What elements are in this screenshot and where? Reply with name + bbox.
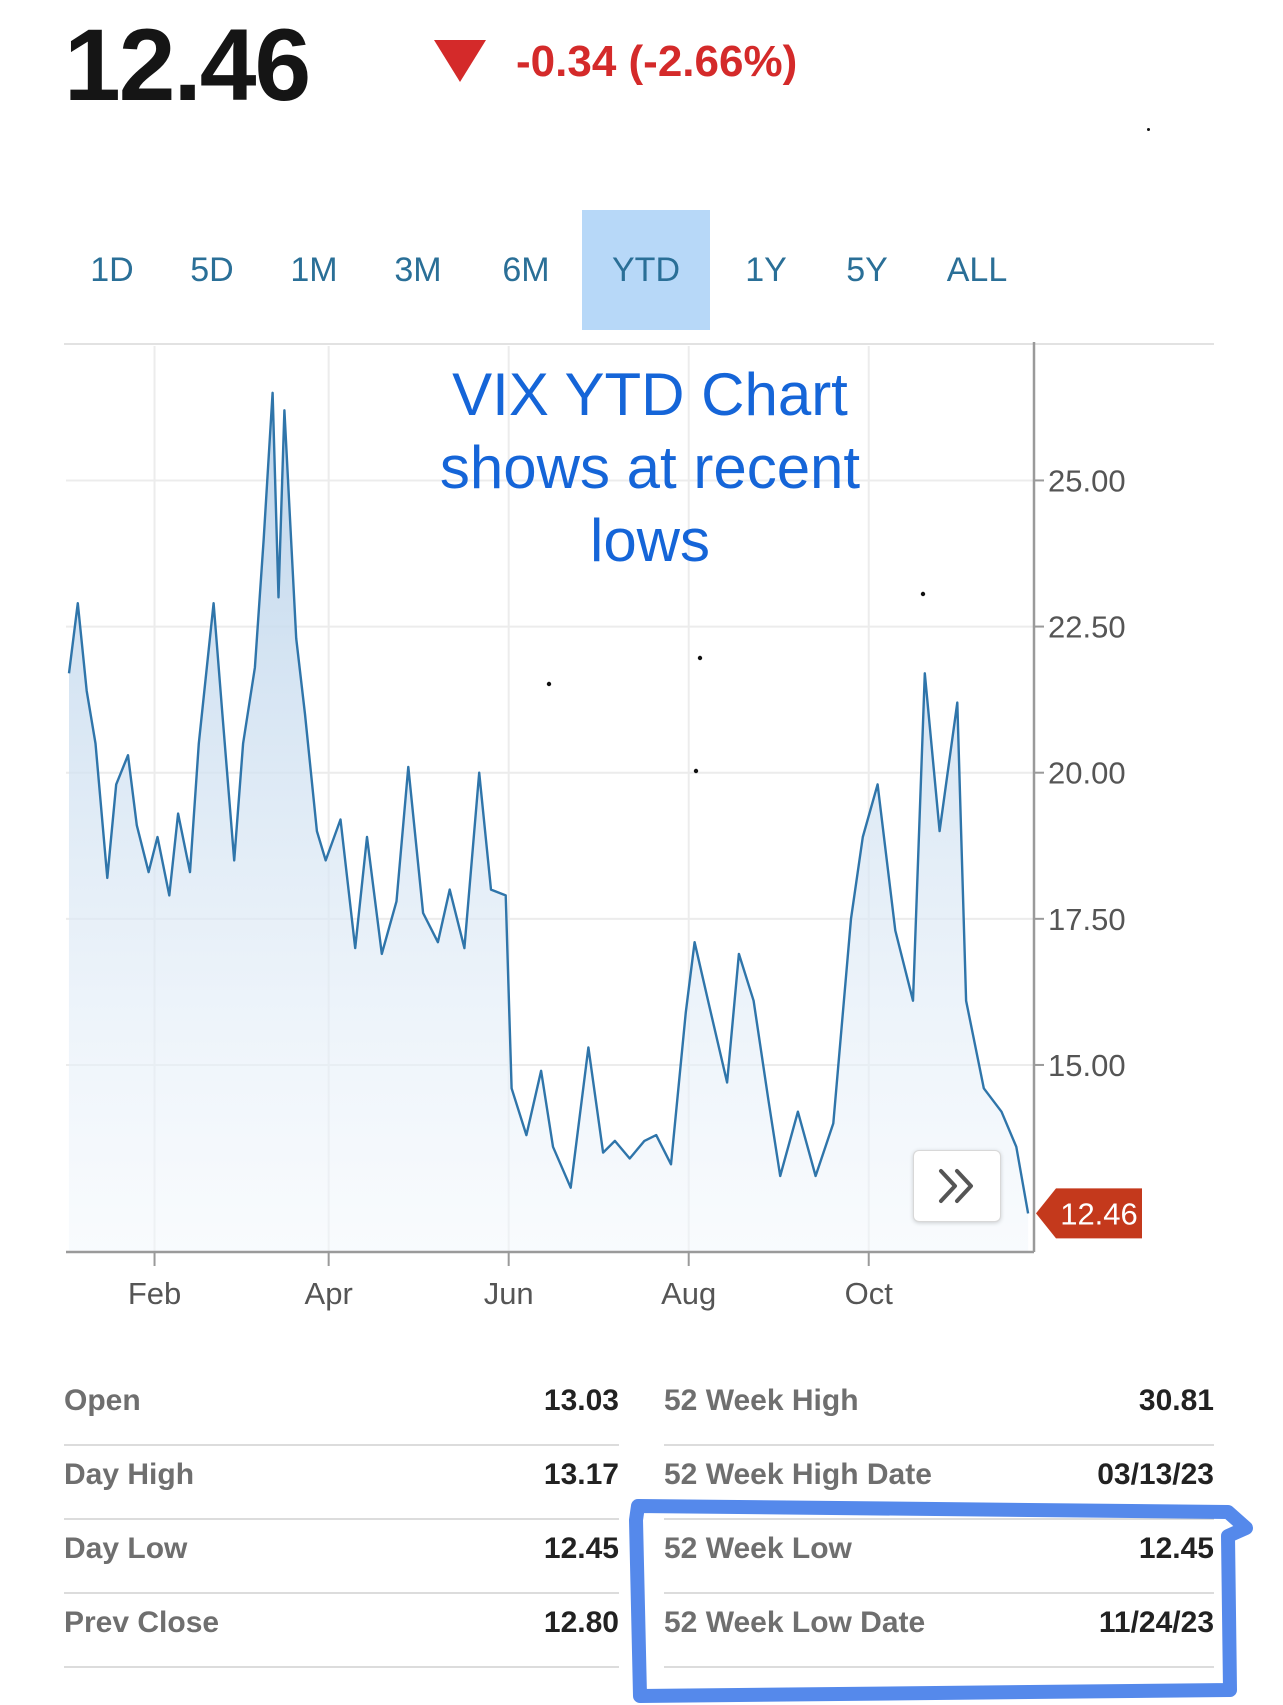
range-tabs: 1D 5D 1M 3M 6M YTD 1Y 5Y ALL <box>64 210 1214 330</box>
tab-1m[interactable]: 1M <box>290 251 338 289</box>
chart-axes <box>66 342 1044 1266</box>
stray-dot <box>1147 128 1150 131</box>
y-tick-label: 15.00 <box>1048 1048 1126 1083</box>
stray-dot <box>697 655 703 661</box>
series-line <box>67 391 1030 1214</box>
triangle-down-icon <box>434 40 486 82</box>
stat-row-52-week-low-date: 52 Week Low Date 11/24/23 <box>664 1592 1214 1668</box>
x-tick-label: Aug <box>661 1276 716 1311</box>
tick-labels: 15.00 17.50 20.00 22.50 25.00 Feb Apr Jun Aug Oct <box>128 463 1126 1311</box>
tab-5d[interactable]: 5D <box>190 251 234 289</box>
stat-value: 03/13/23 <box>1097 1458 1214 1491</box>
stat-value: 12.45 <box>543 1532 619 1565</box>
x-tick-label: Jun <box>484 1276 534 1311</box>
stat-label: 52 Week Low Date <box>664 1606 926 1639</box>
tab-1d[interactable]: 1D <box>90 251 134 289</box>
y-tick-label: 22.50 <box>1048 610 1126 645</box>
annotation-line: VIX YTD Chart <box>452 361 848 428</box>
stat-value: 12.80 <box>543 1606 619 1639</box>
quote-header: 12.46 -0.34 (-2.66%) <box>64 10 1214 120</box>
stray-dot <box>693 768 699 774</box>
stat-label: Day Low <box>64 1532 188 1565</box>
stray-dots <box>546 591 926 774</box>
tab-6m[interactable]: 6M <box>502 251 550 289</box>
chart-annotation: VIX YTD Chart shows at recent lows <box>380 358 920 577</box>
stat-value: 13.17 <box>543 1458 619 1491</box>
stat-value: 12.45 <box>1138 1532 1214 1565</box>
series-area <box>68 392 1029 1252</box>
stat-row-52-week-high-date: 52 Week High Date 03/13/23 <box>664 1444 1214 1520</box>
annotation-line: shows at recent <box>439 434 861 501</box>
stray-dot <box>546 681 552 687</box>
stats-table: Open 13.03 Day High 13.17 Day Low 12.45 … <box>64 1370 1214 1700</box>
last-price: 12.46 <box>64 8 311 122</box>
stat-label: 52 Week High Date <box>664 1458 932 1491</box>
tab-1y[interactable]: 1Y <box>745 251 787 289</box>
stat-row-day-high: Day High 13.17 <box>64 1444 619 1520</box>
stat-row-52-week-low: 52 Week Low 12.45 <box>664 1518 1214 1594</box>
last-value-badge <box>1036 1188 1142 1239</box>
tab-5y[interactable]: 5Y <box>846 251 888 289</box>
stat-row-52-week-high: 52 Week High 30.81 <box>664 1370 1214 1446</box>
stat-value: 30.81 <box>1138 1384 1214 1417</box>
stat-row-day-low: Day Low 12.45 <box>64 1518 619 1594</box>
tab-ytd[interactable]: YTD <box>582 210 710 330</box>
stat-label: Day High <box>64 1458 195 1491</box>
annotation-line: lows <box>589 507 711 574</box>
stat-value: 11/24/23 <box>1098 1606 1214 1639</box>
y-tick-label: 20.00 <box>1048 756 1126 791</box>
x-tick-label: Oct <box>845 1276 894 1311</box>
stat-label: 52 Week High <box>664 1384 859 1417</box>
y-tick-label: 25.00 <box>1048 463 1126 498</box>
double-chevron-right-icon <box>939 1169 973 1203</box>
last-value-label: 12.46 <box>1060 1196 1138 1231</box>
price-change: -0.34 (-2.66%) <box>516 37 798 86</box>
x-tick-label: Feb <box>128 1276 181 1311</box>
tabs-divider <box>64 343 1214 345</box>
stat-row-open: Open 13.03 <box>64 1370 619 1446</box>
stat-label: Open <box>64 1384 141 1417</box>
x-tick-label: Apr <box>305 1276 353 1311</box>
stat-label: Prev Close <box>64 1606 220 1639</box>
stat-value: 13.03 <box>543 1384 619 1417</box>
tab-3m[interactable]: 3M <box>394 251 442 289</box>
stray-dot <box>920 591 926 597</box>
vix-ytd-chart: 15.00 17.50 20.00 22.50 25.00 Feb Apr Jun Aug Oct… <box>66 342 1142 1311</box>
last-value-tag: 12.46 <box>1036 1188 1142 1239</box>
stat-row-prev-close: Prev Close 12.80 <box>64 1592 619 1668</box>
expand-chart-button[interactable] <box>913 1150 1001 1222</box>
y-tick-label: 17.50 <box>1048 902 1126 937</box>
stat-label: 52 Week Low <box>664 1532 852 1565</box>
tab-all[interactable]: ALL <box>946 251 1008 289</box>
